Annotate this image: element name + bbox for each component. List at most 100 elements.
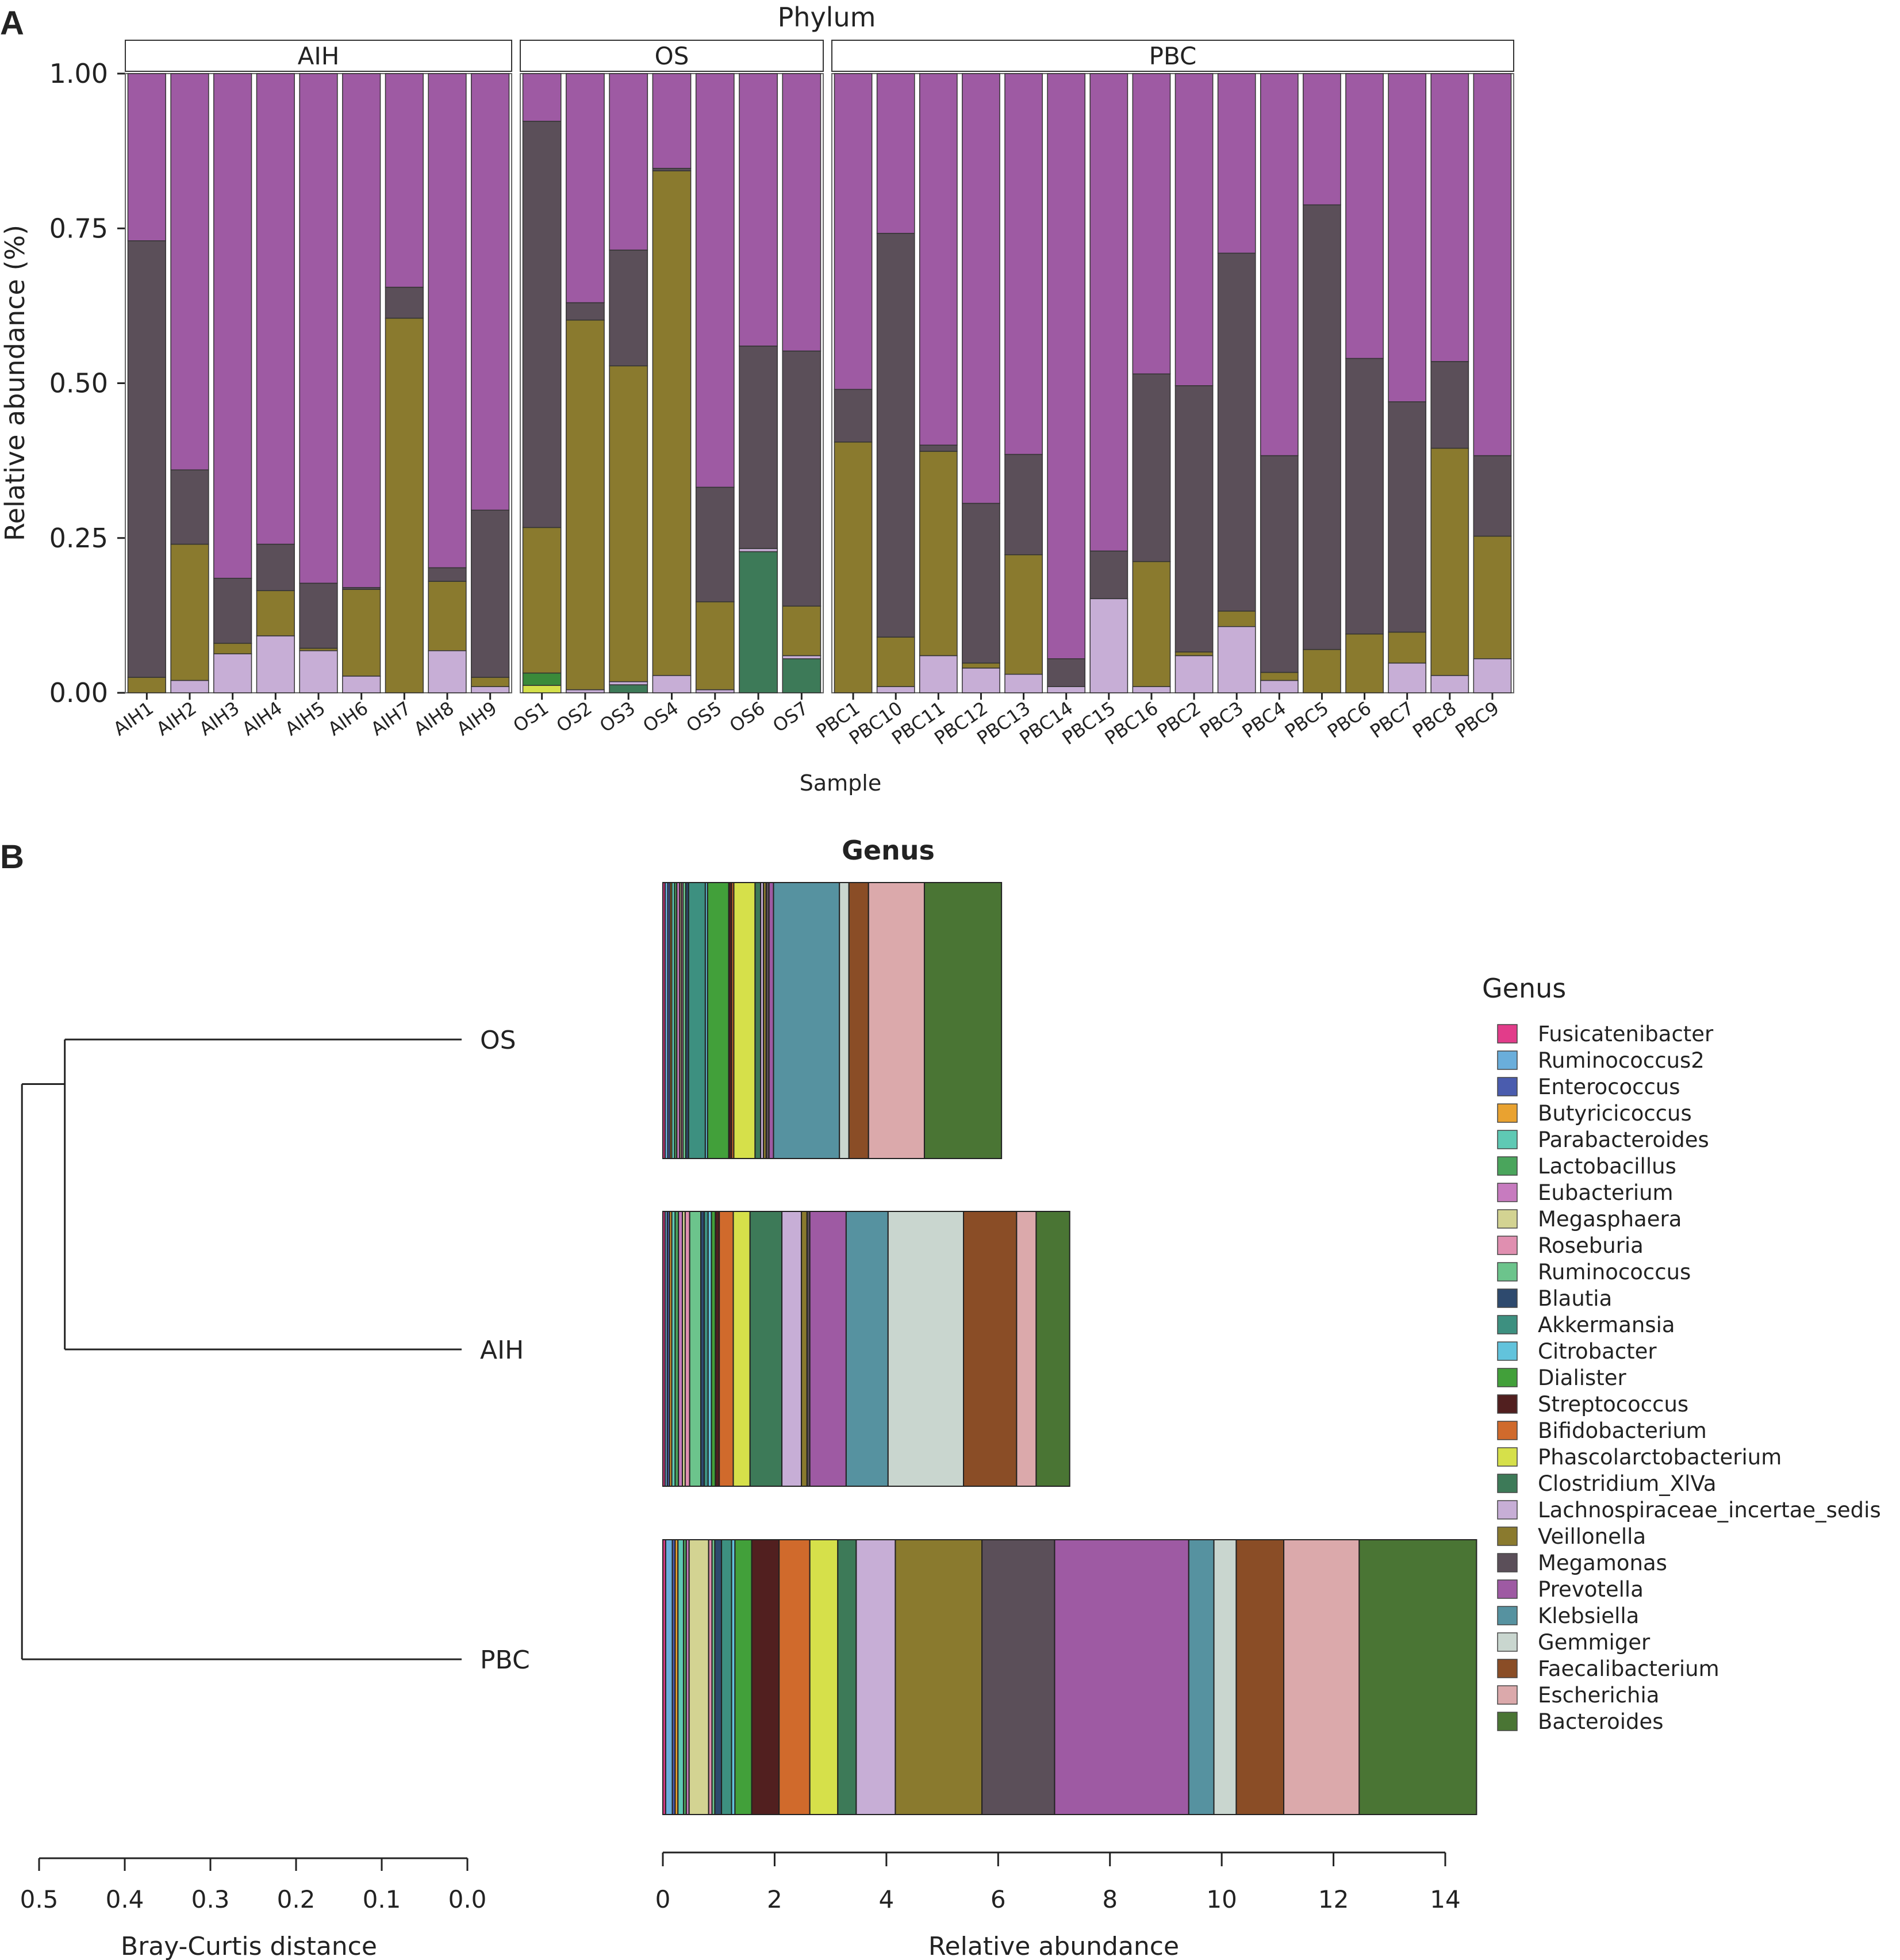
stacked-bar-segment (385, 317, 424, 693)
x-tick-label: PBC7 (1366, 697, 1418, 742)
stacked-bar-segment (127, 677, 166, 693)
stacked-bar-segment (845, 1211, 889, 1487)
x-tick-label: 0.1 (363, 1885, 401, 1913)
legend-entry: Fusicatenibacter (1538, 1022, 1714, 1046)
legend-swatch (1497, 1421, 1518, 1440)
stacked-bar-segment (1047, 686, 1086, 693)
stacked-bar-segment (428, 73, 467, 569)
stacked-bar-segment (1132, 686, 1171, 693)
stacked-bar-segment (834, 73, 873, 390)
stacked-bar-segment (1235, 1539, 1285, 1815)
stacked-bar-segment (1283, 1539, 1360, 1815)
stacked-bar-segment (809, 1539, 839, 1815)
panel-a-label: A (0, 5, 24, 42)
stacked-bar-segment (751, 1539, 780, 1815)
stacked-bar-segment (1303, 649, 1341, 693)
x-tick-label: AIH3 (195, 697, 243, 740)
x-tick-label: 0.0 (448, 1885, 487, 1913)
stacked-bar-segment (385, 286, 424, 319)
y-tick-label: 0.75 (49, 213, 108, 244)
stacked-bar-segment (677, 1539, 684, 1815)
stacked-bar-segment (1174, 73, 1214, 386)
legend-swatch (1497, 1183, 1518, 1202)
x-tick-label: AIH9 (452, 697, 501, 740)
genus-chart: Genus 0 2 4 6 8 10 12 14 Relative abundance Genus F… (655, 835, 1881, 1960)
stacked-bar-segment (848, 882, 869, 1159)
stacked-bar-segment (1132, 373, 1171, 562)
stacked-bar-segment (1047, 73, 1086, 659)
x-tick-label: AIH6 (324, 697, 372, 740)
stacked-bar-segment (566, 302, 605, 321)
stacked-bar-segment (962, 503, 1000, 664)
legend-entry: Citrobacter (1538, 1339, 1657, 1364)
x-tick-label: PBC9 (1451, 697, 1503, 742)
x-tick-label: AIH4 (238, 697, 286, 740)
stacked-bar-segment (299, 650, 338, 693)
stacked-bar-segment (1473, 535, 1512, 659)
stacked-bar-segment (768, 882, 774, 1159)
legend-entry: Akkermansia (1538, 1313, 1675, 1337)
x-tick-label: OS5 (682, 697, 726, 737)
legend-swatch (1497, 1394, 1518, 1414)
stacked-bar-segment (719, 1211, 734, 1487)
legend-swatch (1497, 1553, 1518, 1572)
stacked-bar-segment (1388, 631, 1427, 664)
legend-entry: Streptococcus (1538, 1392, 1688, 1417)
facet-strip (125, 40, 512, 72)
x-tick-label: AIH7 (367, 697, 415, 740)
leaf-label: AIH (480, 1336, 524, 1365)
stacked-bar-segment (652, 170, 692, 676)
stacked-bar-segment (428, 567, 467, 582)
stacked-bar-segment (876, 686, 915, 693)
legend-swatch (1497, 1500, 1518, 1520)
legend-swatch (1497, 1236, 1518, 1255)
stacked-bar-segment (1388, 662, 1427, 693)
stacked-bar-segment (428, 650, 467, 693)
stacked-bar-segment (471, 677, 510, 687)
stacked-bar-segment (689, 1211, 702, 1487)
stacked-bar-segment (170, 73, 209, 471)
stacked-bar-segment (170, 680, 209, 693)
legend-swatch (1497, 1315, 1518, 1334)
stacked-bar-segment (962, 662, 1000, 669)
stacked-bar-segment (1213, 1539, 1237, 1815)
legend-swatch (1497, 1712, 1518, 1731)
y-axis-label: Relative abundance (%) (0, 225, 30, 541)
x-tick-label: AIH1 (109, 697, 158, 740)
stacked-bar-segment (876, 73, 915, 234)
stacked-bar-segment (834, 389, 873, 443)
stacked-bar-segment (1345, 73, 1384, 359)
stacked-bar-segment (256, 543, 295, 592)
legend-swatch (1497, 1368, 1518, 1387)
x-tick-label: PBC8 (1408, 697, 1460, 742)
stacked-bar-segment (678, 1211, 684, 1487)
stacked-bar-segment (256, 590, 295, 636)
stacked-bar-segment (695, 73, 735, 488)
stacked-bar-segment (734, 1539, 753, 1815)
stacked-bar-segment (1303, 204, 1341, 650)
x-tick-label: 6 (991, 1885, 1006, 1913)
legend-entry: Bifidobacterium (1538, 1418, 1707, 1443)
x-tick-label: AIH5 (281, 697, 329, 740)
stacked-bar-segment (1174, 385, 1214, 653)
x-tick-label: 0.5 (20, 1885, 59, 1913)
x-tick-label: OS7 (769, 697, 812, 737)
stacked-bar-segment (213, 578, 252, 644)
legend-swatch (1497, 1659, 1518, 1678)
stacked-bar-segment (609, 684, 648, 693)
stacked-bar-segment (782, 658, 822, 693)
stacked-bar-segment (876, 636, 915, 687)
legend-swatch (1497, 1632, 1518, 1652)
x-axis-label: Sample (800, 770, 881, 796)
stacked-bar-segment (522, 685, 562, 693)
stacked-bar-segment (342, 73, 381, 588)
dendrogram-chart: OS AIH PBC 0.5 0.4 0.3 0.2 0.1 0.0 Bray-Curtis di… (20, 1026, 530, 1960)
x-tick-label: PBC5 (1281, 697, 1333, 742)
stacked-bar-segment (609, 681, 648, 685)
x-tick-label: 0 (655, 1885, 671, 1913)
x-axis-label: Bray-Curtis distance (121, 1932, 377, 1960)
stacked-bar-segment (609, 250, 648, 367)
stacked-bar-segment (919, 73, 958, 446)
x-tick-label: OS4 (639, 697, 682, 737)
facet-label: AIH (298, 42, 340, 70)
